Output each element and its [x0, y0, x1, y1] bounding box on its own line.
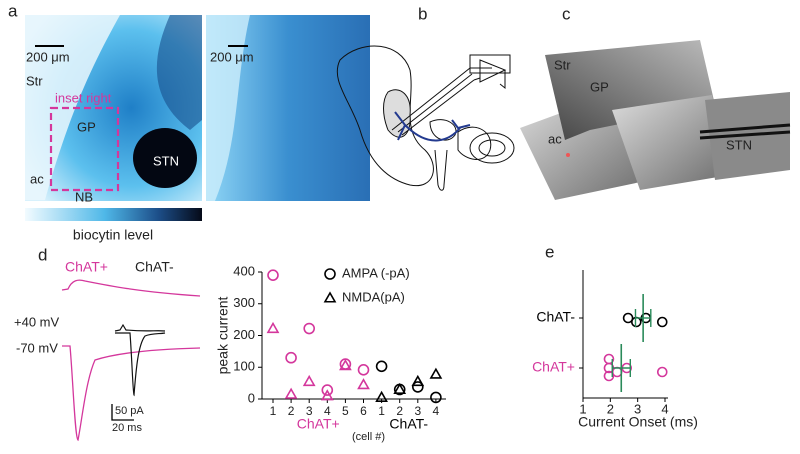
point — [411, 381, 424, 393]
point — [622, 312, 634, 324]
x-tick-label: 3 — [414, 404, 421, 418]
point — [267, 269, 279, 281]
point — [375, 360, 388, 373]
point — [429, 367, 443, 379]
group-label: ChAT+ — [297, 416, 340, 432]
point — [302, 374, 316, 387]
x-tick-label: 1 — [270, 404, 277, 418]
inset-label: inset right — [55, 90, 112, 105]
x-tick-label: 3 — [634, 401, 641, 416]
region-label: ac — [30, 171, 44, 186]
x-tick-label: 1 — [579, 401, 586, 416]
point — [603, 370, 615, 382]
y-tick-label: ChAT- — [536, 309, 575, 325]
legend-label: AMPA (-pA) — [342, 265, 410, 280]
x-axis-label: Current Onset (ms) — [578, 414, 698, 430]
region-label: STN — [153, 153, 179, 168]
x-tick-label: 3 — [306, 404, 313, 418]
scale-label: 20 ms — [112, 422, 142, 434]
point — [324, 268, 336, 280]
panel-label: e — [545, 242, 554, 261]
micrograph — [25, 15, 370, 221]
y-tick-label: ChAT+ — [532, 359, 575, 375]
voltage-label: -70 mV — [16, 340, 58, 355]
x-tick-label: 2 — [396, 404, 403, 418]
point — [656, 316, 668, 328]
traces — [61, 279, 201, 442]
point — [393, 382, 407, 395]
x-axis-label: (cell #) — [352, 431, 385, 443]
region-label: GP — [77, 119, 96, 134]
panel-label: a — [8, 1, 18, 20]
scale-label: 50 pA — [115, 405, 144, 417]
x-tick-label: 6 — [360, 404, 367, 418]
point — [284, 387, 298, 399]
y-tick-label: 0 — [248, 390, 255, 405]
scale-label: 200 μm — [26, 49, 70, 64]
panel-label: d — [38, 245, 47, 264]
point — [630, 316, 642, 328]
point — [323, 291, 337, 303]
diagram — [336, 45, 515, 191]
legend-label: NMDA(pA) — [342, 289, 405, 304]
point — [303, 322, 316, 335]
point — [603, 353, 615, 365]
region-label: GP — [590, 79, 609, 94]
point — [320, 389, 334, 401]
region-label: ac — [548, 131, 562, 146]
region-label: STN — [726, 137, 752, 152]
region-label: Str — [26, 73, 43, 88]
colorbar-label: biocytin level — [73, 227, 153, 243]
scale-label: 200 μm — [210, 49, 254, 64]
x-tick-label: 2 — [607, 401, 614, 416]
x-tick-label: 4 — [661, 401, 668, 416]
region-label: NB — [75, 189, 93, 204]
x-tick-label: 5 — [342, 404, 349, 418]
point — [611, 366, 623, 378]
point — [357, 378, 370, 390]
point — [656, 366, 668, 378]
point — [266, 321, 280, 334]
point — [357, 363, 370, 376]
micrograph — [520, 40, 791, 200]
y-tick-label: 300 — [233, 295, 255, 310]
trace-label: ChAT- — [135, 259, 174, 275]
y-axis-label: peak current — [215, 296, 231, 374]
y-tick-label: 100 — [233, 359, 255, 374]
region-label: Str — [554, 57, 571, 72]
y-tick-label: 200 — [233, 327, 255, 342]
point — [430, 391, 442, 404]
x-tick-label: 2 — [288, 404, 295, 418]
point — [285, 351, 297, 364]
x-tick-label: 1 — [378, 404, 385, 418]
panel-label: c — [562, 4, 571, 23]
group-label: ChAT- — [389, 416, 428, 432]
trace-label: ChAT+ — [65, 259, 108, 275]
point — [375, 390, 388, 402]
point — [411, 374, 425, 387]
x-tick-label: 4 — [324, 404, 331, 418]
y-tick-label: 400 — [233, 263, 255, 278]
panel-label: b — [418, 4, 427, 23]
point — [339, 359, 352, 371]
voltage-label: +40 mV — [14, 314, 59, 329]
x-tick-label: 4 — [433, 404, 440, 418]
point — [321, 384, 334, 396]
